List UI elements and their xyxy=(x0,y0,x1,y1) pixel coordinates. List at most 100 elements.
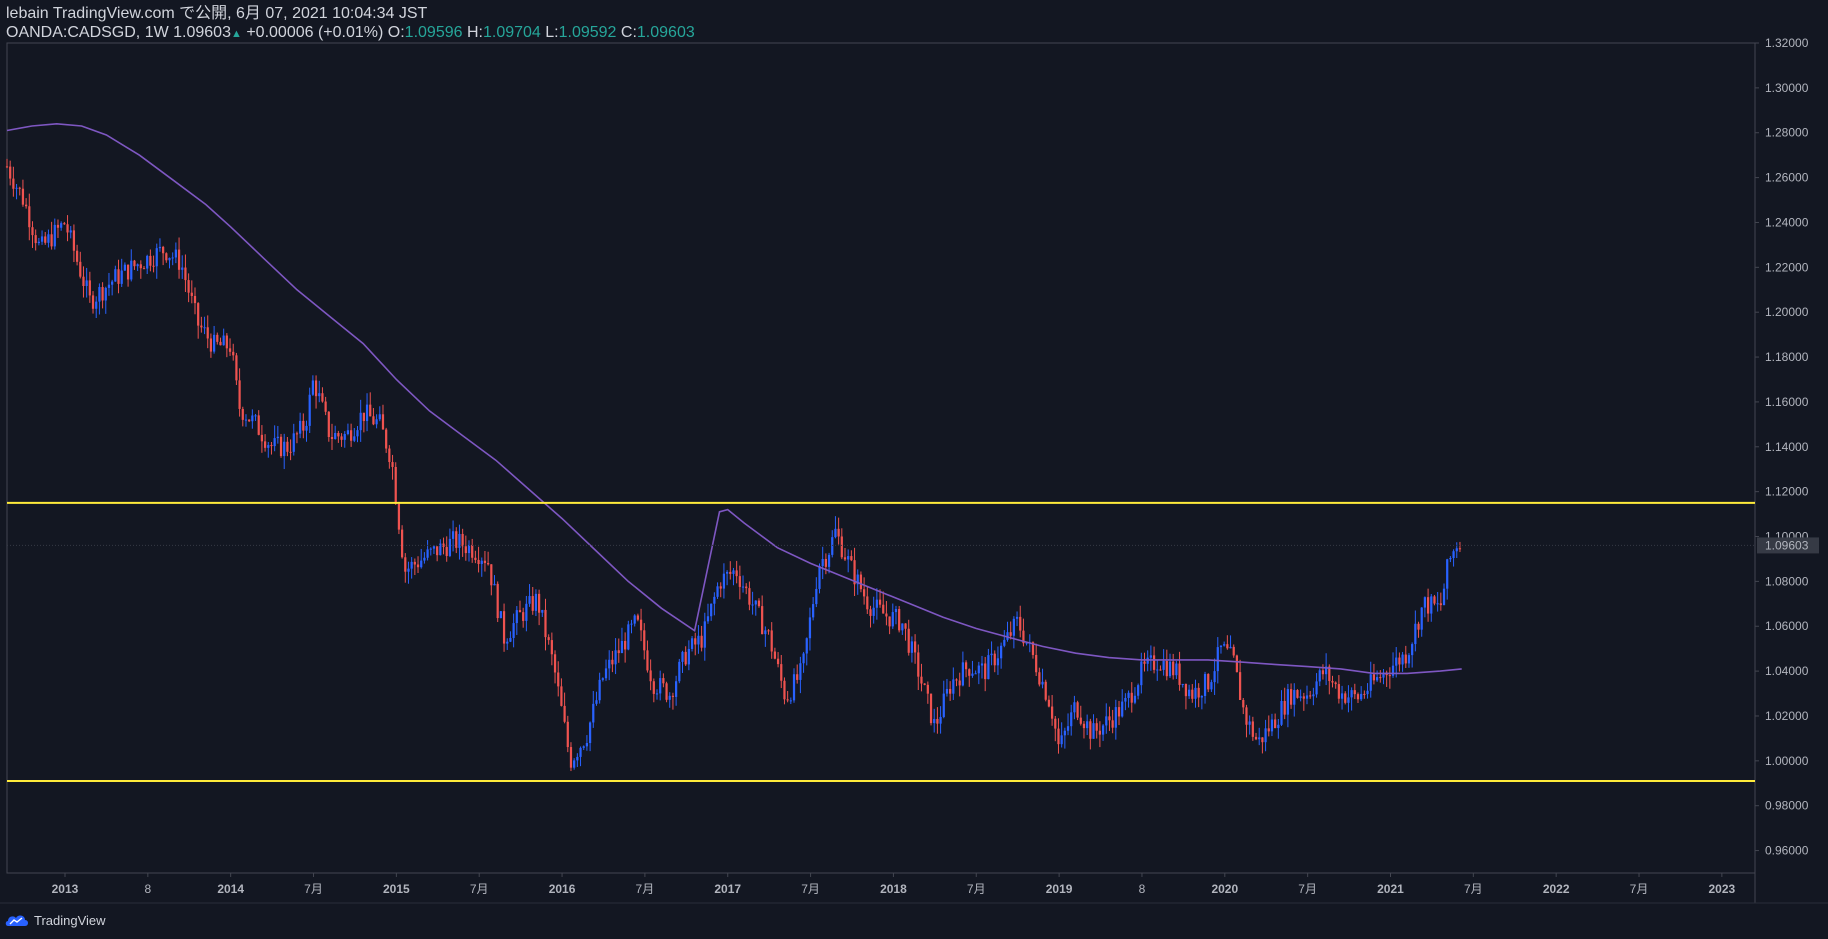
candle-body xyxy=(805,638,808,654)
candle-body xyxy=(1258,737,1261,740)
candle-body xyxy=(136,264,139,267)
tradingview-cloud-icon[interactable] xyxy=(4,912,30,928)
candle-body xyxy=(404,557,407,572)
candle-body xyxy=(184,267,187,281)
candle-body xyxy=(1337,684,1340,699)
candle-body xyxy=(668,695,671,700)
moving-average-line xyxy=(6,122,1462,675)
candle-body xyxy=(624,640,627,650)
price-tick-label: 1.30000 xyxy=(1765,81,1809,95)
candle-body xyxy=(506,641,509,644)
footer: TradingView xyxy=(4,910,106,930)
candle-body xyxy=(308,394,311,426)
candle-body xyxy=(671,695,675,697)
candle-body xyxy=(200,325,203,328)
time-tick-label: 7月 xyxy=(304,882,323,896)
candle-body xyxy=(984,663,987,680)
candle-body xyxy=(1446,559,1449,589)
candle-body xyxy=(1391,665,1395,676)
candle-body xyxy=(378,414,381,420)
candle-body xyxy=(9,166,12,179)
candle-body xyxy=(576,756,579,761)
candle-body xyxy=(990,653,993,656)
candle-body xyxy=(1245,707,1248,725)
candle-body xyxy=(47,234,50,243)
candle-body xyxy=(111,281,114,285)
brand-label[interactable]: TradingView xyxy=(34,912,106,928)
candle-body xyxy=(381,414,385,430)
candle-body xyxy=(904,623,907,629)
candle-body xyxy=(152,265,155,267)
candle-body xyxy=(228,348,232,352)
candle-body xyxy=(330,437,334,440)
candle-body xyxy=(1299,696,1302,698)
time-tick-label: 7月 xyxy=(1630,882,1649,896)
candle-body xyxy=(885,613,888,617)
candle-body xyxy=(531,596,534,611)
candle-body xyxy=(1050,706,1054,719)
candle-body xyxy=(1395,657,1398,666)
candle-body xyxy=(1226,644,1229,649)
candle-body xyxy=(445,546,448,556)
candle-body xyxy=(1264,728,1267,743)
price-tick-label: 1.32000 xyxy=(1765,36,1809,50)
candle-body xyxy=(1089,721,1092,739)
time-tick-label: 2013 xyxy=(52,882,79,896)
symbol-interval[interactable]: OANDA:CADSGD, 1W xyxy=(6,24,169,41)
candle-body xyxy=(56,224,60,228)
candle-body xyxy=(362,412,365,422)
candle-body xyxy=(177,249,181,270)
candle-body xyxy=(1426,597,1430,614)
candle-body xyxy=(614,650,617,665)
candle-body xyxy=(95,301,98,309)
candle-body xyxy=(1449,557,1452,560)
candle-body xyxy=(490,564,493,586)
candle-body xyxy=(1331,681,1334,683)
time-axis: 2013 8 2014 7月 2015 7月 2016 7月 2017 7月 2018 7月 2019 8… xyxy=(52,873,1736,896)
candle-body xyxy=(34,235,37,244)
candle-body xyxy=(407,568,410,572)
candle-body xyxy=(1458,548,1462,550)
candle-body xyxy=(117,269,120,284)
high-value: 1.09704 xyxy=(482,24,541,41)
candle-body xyxy=(649,670,652,682)
candle-body xyxy=(620,640,624,654)
candle-body xyxy=(1251,721,1254,737)
candle-body xyxy=(1178,663,1181,685)
candle-body xyxy=(197,303,200,326)
time-tick-label: 7月 xyxy=(801,882,820,896)
candle-body xyxy=(859,574,863,590)
price-tick-label: 0.98000 xyxy=(1765,799,1809,813)
candle-body xyxy=(818,566,821,589)
candle-body xyxy=(426,549,429,558)
candlestick-series xyxy=(5,158,1462,772)
candle-body xyxy=(1101,725,1105,735)
price-tick-label: 1.20000 xyxy=(1765,305,1809,319)
candle-body xyxy=(515,610,518,624)
candle-body xyxy=(21,188,25,205)
candle-body xyxy=(209,338,213,352)
candle-body xyxy=(636,615,640,620)
candle-body xyxy=(1325,666,1328,675)
candle-body xyxy=(808,617,812,639)
candle-body xyxy=(1146,657,1149,664)
candle-body xyxy=(413,561,416,565)
time-tick-label: 7月 xyxy=(967,882,986,896)
candle-body xyxy=(611,659,614,665)
candle-body xyxy=(633,615,636,624)
candle-body xyxy=(1411,644,1414,656)
candle-body xyxy=(44,236,47,243)
candle-body xyxy=(509,637,512,642)
candle-body xyxy=(1356,694,1360,700)
candle-body xyxy=(142,268,146,270)
candle-body xyxy=(528,596,531,604)
candle-body xyxy=(187,280,190,293)
price-tick-label: 1.00000 xyxy=(1765,754,1809,768)
candle-body xyxy=(471,544,474,558)
candle-body xyxy=(346,430,350,435)
candle-body xyxy=(1031,642,1035,655)
candle-body xyxy=(964,662,968,670)
candle-body xyxy=(850,556,853,561)
candle-body xyxy=(120,270,123,284)
